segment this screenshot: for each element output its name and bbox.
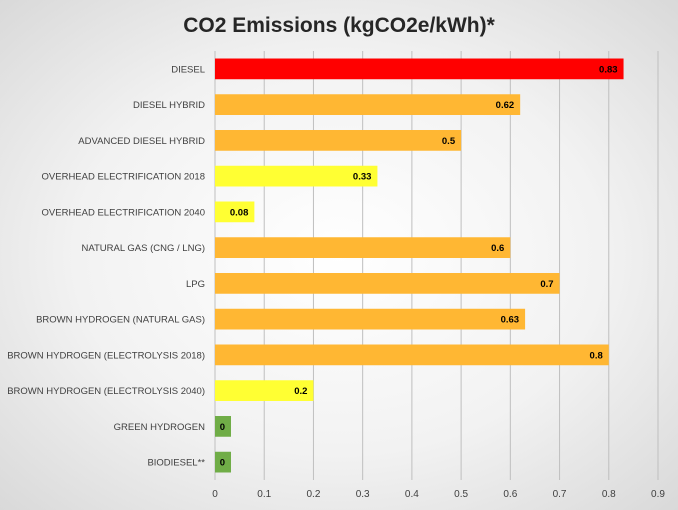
category-label: BROWN HYDROGEN (ELECTROLYSIS 2018) (7, 350, 205, 361)
category-label: OVERHEAD ELECTRIFICATION 2040 (42, 207, 205, 218)
bar (215, 58, 624, 80)
x-tick-label: 0.8 (602, 489, 616, 500)
bar (215, 94, 521, 115)
x-axis-tick-layer: 0 0.1 0.2 0.3 0.4 0.5 0.6 0.7 0.8 0.9 (212, 489, 665, 500)
x-tick-label: 0.4 (405, 489, 419, 500)
x-tick-label: 0.3 (356, 489, 370, 500)
bar (215, 165, 378, 187)
bar (215, 237, 511, 258)
bar (215, 416, 231, 437)
category-label: LPG (186, 279, 205, 290)
x-tick-label: 0.7 (553, 489, 567, 500)
bar-value-label: 0.62 (496, 100, 515, 111)
x-tick-label: 0.9 (651, 489, 665, 500)
category-label: BROWN HYDROGEN (ELECTROLYSIS 2040) (7, 386, 205, 397)
bar (215, 380, 314, 401)
bar-value-label: 0.2 (294, 386, 307, 397)
category-label: ADVANCED DIESEL HYBRID (78, 136, 205, 147)
category-label: BIODIESEL** (147, 458, 205, 469)
bar (215, 344, 609, 366)
bar-value-label: 0.8 (590, 350, 603, 361)
bar-value-label: 0.83 (599, 64, 618, 75)
bar-value-label: 0 (220, 422, 225, 433)
bar-value-label: 0.08 (230, 207, 249, 218)
x-tick-label: 0.1 (257, 489, 271, 500)
category-label: NATURAL GAS (CNG / LNG) (81, 243, 205, 254)
category-label-layer: DIESEL DIESEL HYBRID ADVANCED DIESEL HYBRI… (7, 64, 205, 468)
bar-value-label: 0.7 (540, 279, 553, 290)
bar-value-label: 0 (220, 458, 225, 469)
bar (215, 201, 255, 223)
bar (215, 308, 526, 330)
chart-title: CO2 Emissions (kgCO2e/kWh)* (183, 14, 495, 37)
x-tick-label: 0.5 (454, 489, 468, 500)
bar-value-label: 0.6 (491, 243, 504, 254)
category-label: BROWN HYDROGEN (NATURAL GAS) (36, 315, 205, 326)
grid-layer (214, 51, 659, 480)
category-label: OVERHEAD ELECTRIFICATION 2018 (42, 172, 205, 183)
category-label: DIESEL (171, 64, 205, 75)
bar (215, 451, 231, 473)
bar (215, 130, 462, 151)
bar-layer: 0.83 0.62 0.5 0.33 0.08 0.6 0.7 0.63 0.8 0.2 0 0 (215, 58, 624, 473)
category-label: GREEN HYDROGEN (114, 422, 205, 433)
bar (215, 273, 560, 294)
x-tick-label: 0 (212, 489, 218, 500)
bar-value-label: 0.5 (442, 136, 456, 147)
bar-value-label: 0.33 (353, 172, 372, 183)
bar-value-label: 0.63 (501, 315, 520, 326)
x-tick-label: 0.2 (306, 489, 320, 500)
category-label: DIESEL HYBRID (133, 100, 205, 111)
x-tick-label: 0.6 (503, 489, 517, 500)
